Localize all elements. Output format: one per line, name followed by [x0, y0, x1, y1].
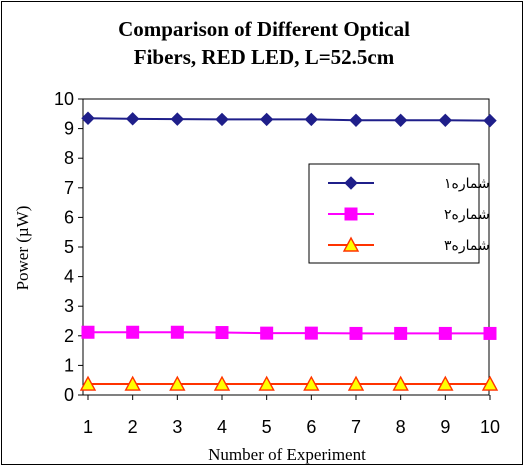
x-tick-label: 1 [83, 417, 93, 437]
y-tick-label: 7 [64, 178, 74, 198]
y-tick-label: 4 [64, 267, 74, 287]
data-point [304, 112, 319, 127]
data-point [215, 326, 229, 340]
data-point [260, 326, 274, 340]
data-point [81, 325, 95, 339]
y-tick-label: 10 [54, 89, 74, 109]
data-point [438, 326, 452, 340]
data-point [303, 375, 320, 391]
series-2 [81, 325, 497, 340]
legend-label: شماره۱ [444, 176, 490, 192]
x-tick-label: 4 [217, 417, 227, 437]
y-tick-label: 6 [64, 207, 74, 227]
x-axis: 1 2 3 4 5 6 7 8 9 10 [83, 395, 500, 437]
data-point [259, 112, 274, 127]
data-point [124, 375, 141, 391]
legend-marker [344, 207, 358, 221]
x-tick-label: 7 [351, 417, 361, 437]
x-tick-label: 6 [306, 417, 316, 437]
data-point [483, 326, 497, 340]
y-tick-label: 1 [64, 355, 74, 375]
y-axis-label: Power (µW) [13, 206, 32, 291]
data-point [126, 325, 140, 339]
y-tick-label: 3 [64, 296, 74, 316]
x-tick-label: 8 [396, 417, 406, 437]
data-point [81, 111, 95, 125]
series-line [88, 331, 490, 335]
series-line [87, 117, 491, 122]
legend-label: شماره۲ [444, 207, 490, 223]
legend-marker [344, 176, 358, 190]
data-point [349, 326, 363, 340]
legend-marker [342, 236, 360, 252]
data-point [481, 375, 499, 391]
x-tick-label: 5 [262, 417, 272, 437]
legend-item-2: شماره۲ [328, 207, 490, 223]
data-point [169, 375, 186, 391]
chart-title-line-1: Comparison of Different Optical [118, 17, 410, 41]
chart-title-line-2: Fibers, RED LED, L=52.5cm [134, 45, 395, 69]
x-tick-label: 10 [480, 417, 500, 437]
y-tick-label: 0 [64, 385, 74, 405]
data-point [394, 326, 408, 340]
legend-label: شماره۳ [444, 238, 490, 254]
data-point [347, 375, 365, 391]
x-tick-label: 3 [172, 417, 182, 437]
data-point [483, 113, 497, 128]
data-point [392, 375, 409, 391]
legend-item-1: شماره۱ [328, 176, 490, 192]
y-tick-label: 8 [64, 148, 74, 168]
y-tick-label: 5 [64, 237, 74, 257]
legend-item-3: شماره۳ [328, 236, 490, 254]
series-layer [79, 111, 499, 391]
data-point [304, 326, 318, 340]
data-point [170, 112, 185, 126]
x-tick-label: 2 [128, 417, 138, 437]
series-1 [81, 111, 497, 128]
x-tick-label: 9 [440, 417, 450, 437]
data-point [215, 112, 229, 127]
data-point [213, 375, 231, 391]
y-tick-label: 2 [64, 326, 74, 346]
data-point [437, 375, 454, 391]
data-point [438, 113, 453, 128]
x-axis-label: Number of Experiment [208, 445, 366, 464]
y-tick-label: 9 [64, 119, 74, 139]
data-point [258, 375, 275, 391]
data-point [125, 112, 140, 126]
series-3 [79, 375, 499, 391]
y-axis: 0 1 2 3 4 5 6 7 8 9 10 [54, 89, 83, 405]
data-point [349, 113, 363, 128]
legend: شماره۱ شماره۲ شماره۳ [308, 163, 490, 264]
data-point [393, 113, 408, 128]
data-point [79, 375, 97, 391]
data-point [170, 325, 184, 339]
